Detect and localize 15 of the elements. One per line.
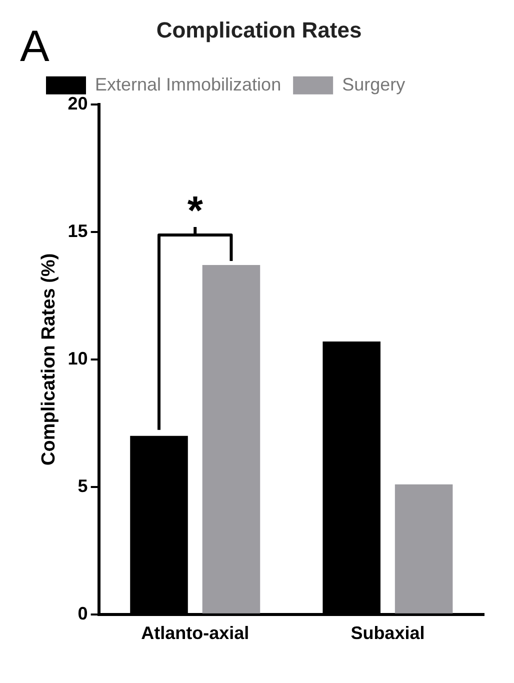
y-tick-label: 20: [68, 93, 88, 114]
annotation: *: [187, 189, 204, 234]
y-tick-label: 0: [78, 603, 88, 624]
x-tick-label: Atlanto-axial: [141, 623, 250, 644]
legend-label: Surgery: [342, 74, 406, 94]
bar: [394, 484, 453, 614]
text: A: [20, 22, 50, 72]
chart-title: Complication Rates: [156, 17, 362, 42]
bar: [202, 265, 260, 614]
y-tick-label: 10: [68, 348, 88, 368]
legend-label: External Immobilization: [95, 74, 282, 94]
y-tick-label: 15: [68, 220, 88, 241]
y-axis-title: Complication Rates (%): [38, 253, 60, 466]
x-tick-label: Subaxial: [350, 623, 425, 644]
y-tick-label: 5: [78, 476, 88, 496]
